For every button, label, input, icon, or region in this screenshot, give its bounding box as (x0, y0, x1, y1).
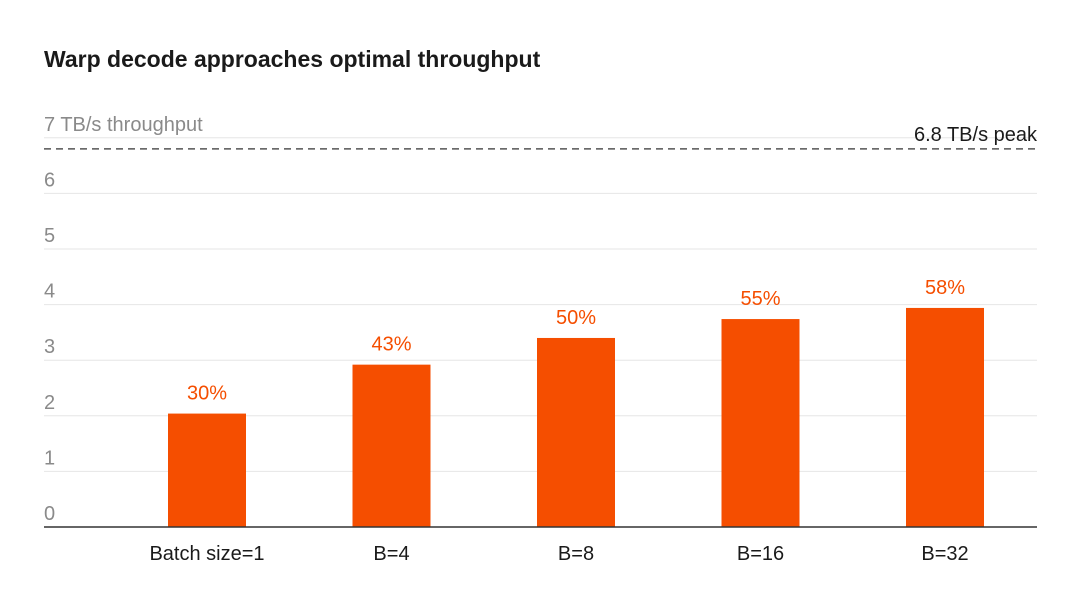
bar-data-label: 58% (925, 277, 965, 299)
y-tick-label: 6 (44, 169, 55, 191)
x-tick-label: B=16 (737, 543, 784, 565)
bar (352, 364, 431, 527)
x-tick-label: B=32 (921, 543, 968, 565)
y-tick-label: 7 TB/s throughput (44, 114, 203, 136)
bar-data-label: 43% (371, 334, 411, 356)
bar (721, 319, 800, 527)
x-tick-label: B=4 (373, 543, 409, 565)
x-tick-label: Batch size=1 (149, 543, 264, 565)
bar-data-label: 30% (187, 383, 227, 405)
y-tick-label: 1 (44, 447, 55, 469)
bar-data-label: 50% (556, 307, 596, 329)
y-tick-label: 0 (44, 503, 55, 525)
bar-data-label: 55% (740, 288, 780, 310)
bar (906, 307, 984, 527)
y-tick-label: 5 (44, 225, 55, 247)
y-tick-label: 2 (44, 392, 55, 414)
y-tick-label: 3 (44, 336, 55, 358)
chart-title: Warp decode approaches optimal throughpu… (44, 46, 541, 72)
peak-reference-label: 6.8 TB/s peak (914, 124, 1038, 146)
bar (537, 337, 615, 527)
bar (168, 413, 246, 527)
y-tick-label: 4 (44, 281, 55, 303)
x-tick-label: B=8 (558, 543, 594, 565)
